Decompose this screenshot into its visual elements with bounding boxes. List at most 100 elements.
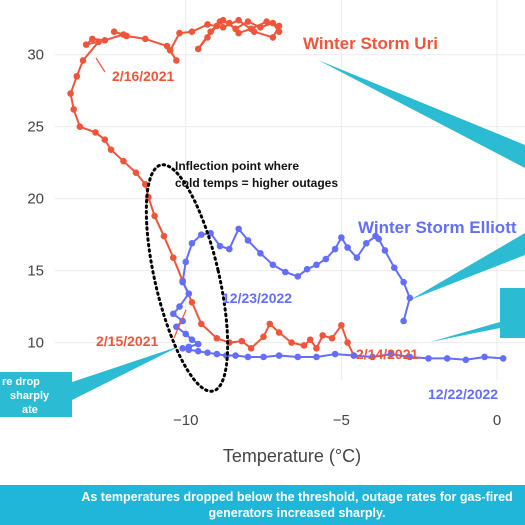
x-axis-ticks: −10 −5 0 [173, 412, 501, 429]
data-point-winter-storm-elliott [275, 352, 283, 359]
data-point-winter-storm-uri [197, 320, 205, 328]
data-point-winter-storm-elliott [244, 353, 252, 361]
data-point-winter-storm-elliott [235, 225, 242, 233]
data-point-winter-storm-elliott [499, 355, 507, 362]
data-point-winter-storm-elliott [390, 264, 398, 272]
caption-line2: generators increased sharply. [209, 506, 386, 520]
data-point-winter-storm-uri [89, 35, 96, 43]
data-point-winter-storm-uri [120, 157, 127, 165]
data-point-winter-storm-elliott [282, 268, 289, 276]
data-point-winter-storm-elliott [213, 350, 221, 358]
series-layer [67, 16, 507, 364]
lower-callout-box [500, 288, 525, 338]
data-point-winter-storm-uri [173, 57, 180, 64]
x-tick-label: 0 [493, 412, 501, 429]
data-point-winter-storm-uri [247, 345, 255, 352]
y-tick-label: 25 [27, 119, 44, 136]
left-callout-line3: ate [22, 404, 38, 416]
gridlines [55, 0, 525, 380]
x-axis-title: Temperature (°C) [223, 446, 361, 466]
data-point-winter-storm-uri [188, 28, 196, 35]
data-point-winter-storm-uri [79, 57, 87, 64]
data-point-winter-storm-uri [313, 345, 320, 352]
data-point-winter-storm-elliott [344, 244, 351, 251]
data-point-winter-storm-elliott [406, 353, 414, 361]
data-point-winter-storm-elliott [369, 353, 376, 361]
data-point-winter-storm-elliott [182, 330, 190, 338]
data-point-winter-storm-uri [244, 18, 252, 25]
data-point-winter-storm-elliott [425, 355, 432, 362]
date-2-15-leader [173, 309, 187, 339]
data-point-winter-storm-elliott [381, 247, 389, 254]
date-2-15-label: 2/15/2021 [96, 333, 158, 349]
data-point-winter-storm-elliott [179, 278, 186, 286]
data-point-winter-storm-elliott [322, 255, 330, 263]
data-point-winter-storm-uri [275, 28, 283, 35]
data-point-winter-storm-uri [82, 41, 90, 48]
data-point-winter-storm-uri [120, 31, 127, 38]
data-point-winter-storm-elliott [400, 317, 407, 325]
data-point-winter-storm-uri [141, 180, 149, 188]
data-point-winter-storm-uri [160, 232, 168, 240]
data-point-winter-storm-uri [176, 29, 183, 37]
data-point-winter-storm-elliott [188, 239, 196, 247]
data-point-winter-storm-uri [250, 28, 258, 35]
data-point-winter-storm-elliott [207, 229, 214, 237]
data-point-winter-storm-elliott [176, 303, 183, 310]
elliott-label: Winter Storm Elliott [358, 218, 517, 237]
data-point-winter-storm-elliott [216, 242, 224, 250]
data-point-winter-storm-elliott [226, 245, 233, 253]
data-point-winter-storm-elliott [194, 347, 202, 355]
left-callout-line1: re drop [2, 376, 40, 388]
data-point-winter-storm-elliott [338, 234, 345, 241]
data-point-winter-storm-elliott [331, 245, 339, 253]
data-point-winter-storm-elliott [353, 254, 361, 261]
data-point-winter-storm-uri [269, 34, 277, 41]
data-point-winter-storm-uri [70, 106, 77, 113]
data-point-winter-storm-elliott [406, 294, 414, 302]
data-point-winter-storm-uri [300, 342, 308, 349]
data-point-winter-storm-uri [319, 332, 326, 339]
x-tick-label: −10 [173, 412, 198, 429]
data-point-winter-storm-uri [101, 136, 109, 143]
data-point-winter-storm-elliott [350, 352, 358, 359]
data-point-winter-storm-uri [141, 35, 149, 43]
data-point-winter-storm-uri [235, 29, 242, 37]
data-point-winter-storm-uri [95, 38, 102, 46]
y-axis-ticks: 10 15 20 25 30 [27, 47, 44, 352]
data-point-winter-storm-uri [338, 322, 345, 329]
uri-label: Winter Storm Uri [303, 34, 438, 53]
data-point-winter-storm-uri [275, 22, 283, 30]
date-2-14-label: 2/14/2021 [356, 346, 418, 362]
data-point-winter-storm-uri [257, 24, 264, 31]
data-point-winter-storm-uri [107, 146, 115, 153]
data-point-winter-storm-uri [260, 333, 267, 341]
inflection-note-line2: cold temps = higher outages [175, 176, 338, 190]
data-point-winter-storm-elliott [362, 239, 370, 247]
data-point-winter-storm-elliott [194, 340, 202, 348]
series-winter-storm-elliott [169, 225, 507, 364]
data-point-winter-storm-uri [204, 34, 211, 41]
data-point-winter-storm-elliott [331, 350, 339, 358]
data-point-winter-storm-elliott [387, 350, 395, 358]
data-point-winter-storm-elliott [182, 258, 190, 266]
data-point-winter-storm-elliott [400, 278, 407, 286]
uri-callout-beam [318, 60, 525, 168]
data-point-winter-storm-elliott [185, 290, 193, 297]
y-tick-label: 20 [27, 191, 44, 208]
data-point-winter-storm-uri [92, 129, 99, 136]
data-point-winter-storm-uri [101, 37, 109, 44]
data-point-winter-storm-elliott [313, 261, 320, 269]
data-point-winter-storm-elliott [257, 250, 264, 257]
date-12-23-label: 12/23/2022 [222, 290, 292, 306]
data-point-winter-storm-uri [226, 19, 233, 27]
data-point-winter-storm-elliott [169, 310, 177, 318]
data-point-winter-storm-elliott [313, 353, 320, 361]
data-point-winter-storm-uri [219, 24, 227, 31]
data-point-winter-storm-uri [213, 334, 221, 342]
data-point-winter-storm-uri [344, 339, 351, 346]
data-point-winter-storm-elliott [260, 353, 267, 361]
caption-line1: As temperatures dropped below the thresh… [81, 490, 512, 504]
data-point-winter-storm-uri [169, 254, 177, 261]
data-point-winter-storm-uri [235, 16, 242, 24]
